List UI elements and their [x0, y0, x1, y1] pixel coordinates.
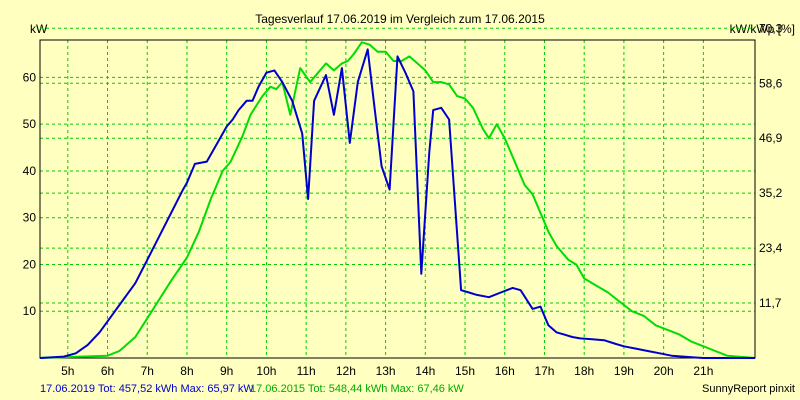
plot-frame [39, 39, 756, 359]
x-tick-13: 18h [574, 364, 594, 378]
x-tick-2: 7h [141, 364, 154, 378]
x-tick-15: 20h [654, 364, 674, 378]
x-tick-labels: 5h 6h 7h 8h 9h 10h 11h 12h 13h 14h 15h 16h 17h 18h 19h… [61, 364, 713, 378]
series-lines [39, 41, 756, 359]
y-left-tick-5: 60 [23, 70, 37, 84]
y-left-tick-0: 10 [23, 304, 37, 318]
y-right-tick-0: 11,7 [759, 296, 782, 310]
series-line-17.06.2015 [39, 41, 756, 359]
y-axis-left-label: kW [30, 22, 48, 36]
x-tick-16: 21h [693, 364, 713, 378]
y-left-tick-labels: 10 20 30 40 50 60 [23, 70, 37, 318]
x-tick-14: 19h [614, 364, 634, 378]
axes [39, 39, 756, 359]
y-left-tick-1: 20 [23, 257, 37, 271]
series-line-17.06.2019 [39, 48, 755, 359]
y-left-tick-4: 50 [23, 117, 37, 131]
y-left-tick-3: 40 [23, 164, 37, 178]
y-right-tick-2: 35,2 [759, 186, 783, 200]
y-right-tick-1: 23,4 [759, 241, 783, 255]
y-right-tick-4: 58,6 [759, 76, 783, 90]
y-axis-right-label: kW/kWp [%] [730, 22, 795, 36]
x-tick-11: 16h [495, 364, 515, 378]
x-tick-1: 6h [101, 364, 114, 378]
x-tick-10: 15h [455, 364, 475, 378]
footer-brand: SunnyReport pinxit [702, 383, 795, 395]
x-tick-4: 9h [220, 364, 233, 378]
y-right-tick-3: 46,9 [759, 131, 783, 145]
y-right-tick-5: 70,3 [759, 21, 783, 35]
y-right-tick-labels: 11,7 23,4 35,2 46,9 58,6 70,3 [759, 21, 783, 310]
x-tick-6: 11h [297, 364, 316, 378]
x-tick-12: 17h [534, 364, 554, 378]
footer-series-2019: 17.06.2019 Tot: 457,52 kWh Max: 65,97 kW [40, 383, 254, 395]
x-tick-0: 5h [61, 364, 74, 378]
grid-lines [40, 27, 755, 358]
footer-series-2015: 17.06.2015 Tot: 548,44 kWh Max: 67,46 kW [250, 383, 464, 395]
x-tick-5: 10h [256, 364, 276, 378]
y-left-tick-2: 30 [23, 211, 37, 225]
x-tick-9: 14h [415, 364, 435, 378]
x-tick-8: 13h [376, 364, 396, 378]
x-tick-3: 8h [180, 364, 193, 378]
x-tick-7: 12h [336, 364, 356, 378]
chart-title: Tagesverlauf 17.06.2019 im Vergleich zum… [255, 12, 545, 26]
